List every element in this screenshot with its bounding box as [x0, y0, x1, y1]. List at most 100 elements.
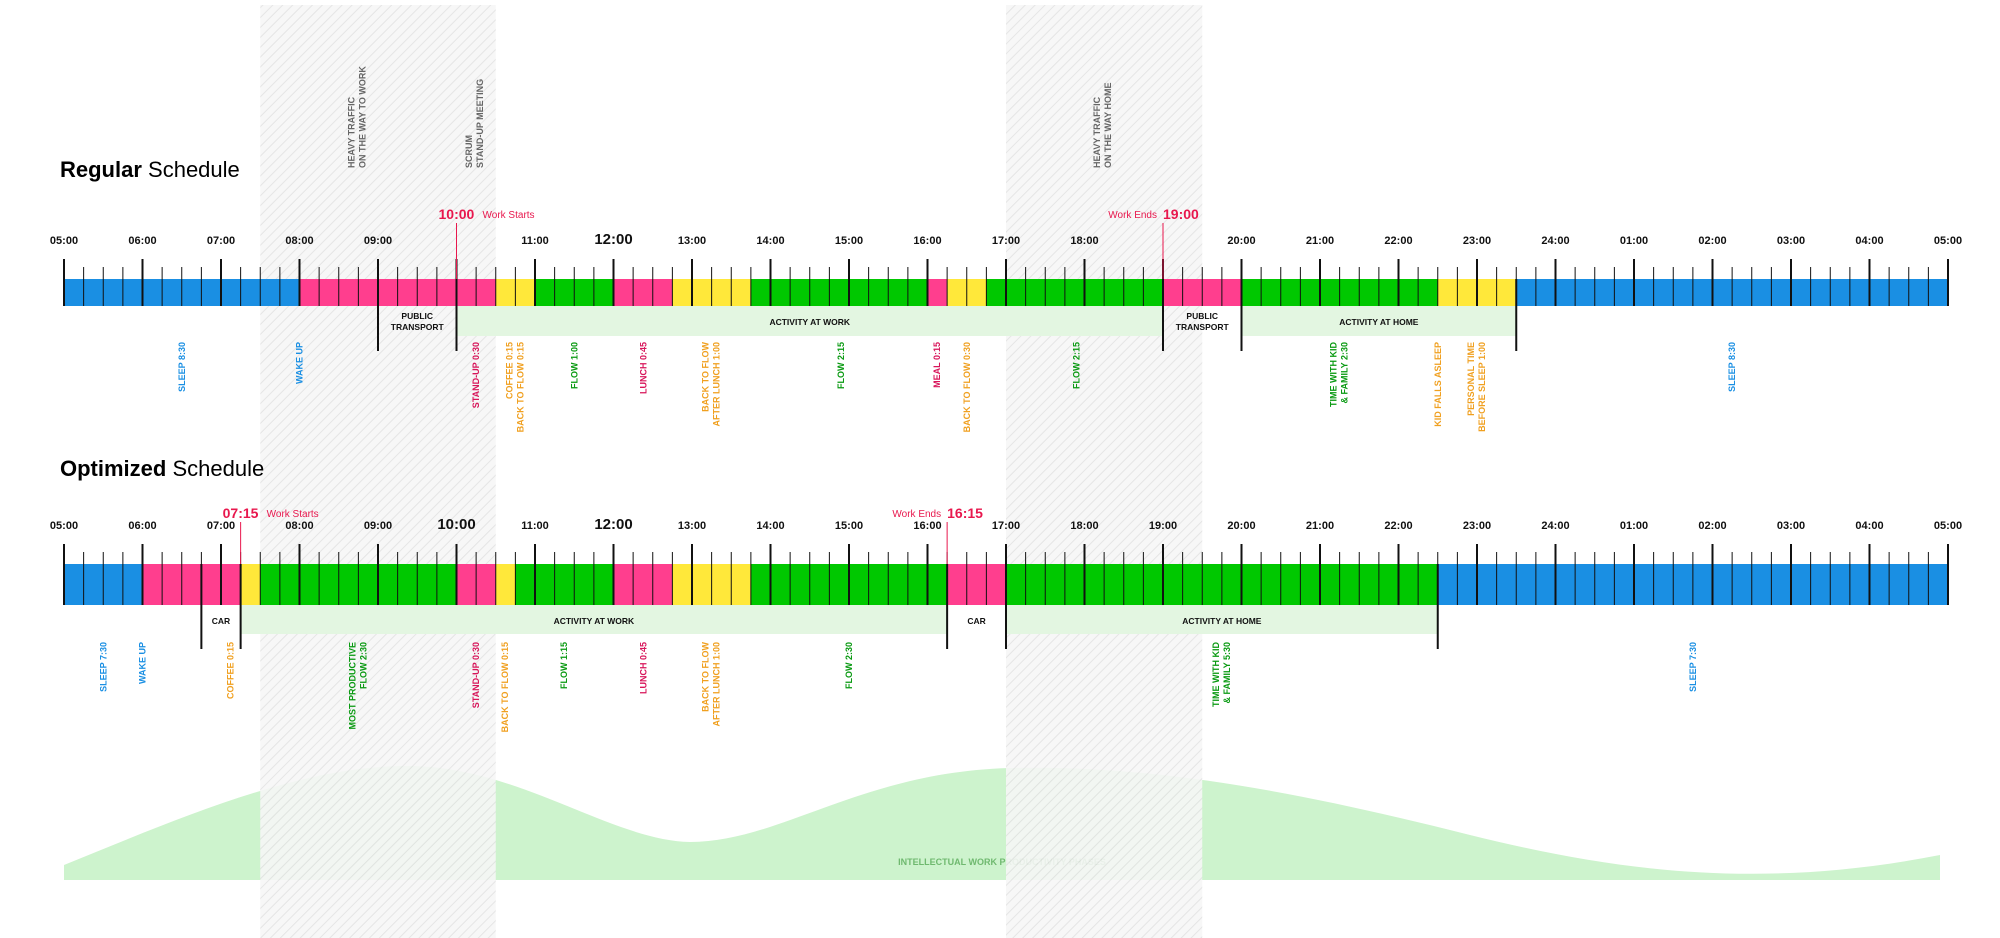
activity-label: COFFEE 0:15 BACK TO FLOW 0:15 — [504, 342, 525, 432]
zone-label-line: HEAVY TRAFFIC — [1092, 96, 1102, 168]
activity-text: FLOW 1:15 — [559, 642, 569, 689]
hour-label: 08:00 — [285, 520, 313, 532]
activity-band — [456, 306, 1163, 336]
activity-band — [1241, 306, 1517, 336]
marker-text: Work Starts — [267, 509, 319, 520]
activity-label: LUNCH 0:45 — [638, 642, 648, 694]
band-label: PUBLIC — [401, 311, 433, 321]
activity-label: FLOW 2:15 — [836, 342, 846, 389]
activity-label: PERSONAL TIME BEFORE SLEEP 1:00 — [1466, 342, 1487, 432]
activity-text: MOST PRODUCTIVE — [347, 642, 357, 730]
hour-label: 22:00 — [1384, 520, 1412, 532]
activity-label: SLEEP 8:30 — [1727, 342, 1737, 392]
marker-time: 19:00 — [1163, 206, 1199, 222]
marker-text: Work Ends — [892, 509, 941, 520]
hour-label: 23:00 — [1463, 520, 1491, 532]
hour-label: 05:00 — [1934, 520, 1962, 532]
activity-label: TIME WITH KID & FAMILY 5:30 — [1211, 642, 1232, 707]
activity-text: COFFEE 0:15 — [225, 642, 235, 699]
activity-label: TIME WITH KID & FAMILY 2:30 — [1329, 342, 1350, 407]
hour-label: 16:00 — [913, 235, 941, 247]
hour-label: 11:00 — [521, 235, 549, 247]
hour-label: 16:00 — [913, 520, 941, 532]
activity-text: TIME WITH KID — [1211, 642, 1221, 707]
zone-label: HEAVY TRAFFIC ON THE WAY TO WORK — [346, 66, 367, 168]
marker-time: 10:00 — [439, 206, 475, 222]
activity-text: AFTER LUNCH 1:00 — [712, 642, 722, 727]
segment-routine — [613, 279, 673, 306]
hour-label: 09:00 — [364, 520, 392, 532]
hour-label: 05:00 — [50, 520, 78, 532]
hour-label: 17:00 — [992, 520, 1020, 532]
band-label: CAR — [212, 616, 230, 626]
activity-label: SLEEP 8:30 — [177, 342, 187, 392]
zone-label: HEAVY TRAFFIC ON THE WAY HOME — [1092, 82, 1113, 168]
productivity-wave — [64, 765, 1940, 880]
activity-text: BEFORE SLEEP 1:00 — [1477, 342, 1487, 432]
activity-text: PERSONAL TIME — [1466, 342, 1476, 416]
band-label: TRANSPORT — [391, 322, 445, 332]
hour-label: 12:00 — [594, 231, 632, 248]
hour-label: 20:00 — [1227, 235, 1255, 247]
hour-label: 07:00 — [207, 235, 235, 247]
hour-label: 06:00 — [128, 520, 156, 532]
band-label: ACTIVITY AT HOME — [1339, 317, 1419, 327]
highlight-zones: HEAVY TRAFFIC ON THE WAY TO WORK SCRUM STAN… — [260, 5, 1203, 938]
activity-text: LUNCH 0:45 — [638, 642, 648, 694]
activity-text: SLEEP 8:30 — [1727, 342, 1737, 392]
activity-text: SLEEP 8:30 — [177, 342, 187, 392]
activity-text: TIME WITH KID — [1329, 342, 1339, 407]
activity-text: WAKE UP — [138, 642, 148, 684]
activity-text: SLEEP 7:30 — [1688, 642, 1698, 692]
hour-label: 07:00 — [207, 520, 235, 532]
hour-label: 05:00 — [1934, 235, 1962, 247]
segment-routine — [613, 564, 673, 605]
activity-text: FLOW 2:15 — [836, 342, 846, 389]
hour-label: 14:00 — [756, 235, 784, 247]
hour-label: 24:00 — [1541, 235, 1569, 247]
segment-routine — [927, 279, 948, 306]
activity-label: BACK TO FLOW AFTER LUNCH 1:00 — [701, 341, 722, 426]
activity-label: MEAL 0:15 — [932, 342, 942, 388]
wave-label: INTELLECTUAL WORK PRODUCTIVITY PHASES — [898, 857, 1106, 867]
activity-label: FLOW 1:15 — [559, 642, 569, 689]
activity-text: STAND-UP 0:30 — [471, 342, 481, 408]
hour-label: 05:00 — [50, 235, 78, 247]
optimized-schedule: Optimized Schedule CAR ACTIVITY AT WORK CA… — [50, 456, 1962, 732]
hour-label: 18:00 — [1070, 520, 1098, 532]
activity-label: BACK TO FLOW 0:15 — [500, 642, 510, 732]
band-label: ACTIVITY AT HOME — [1182, 616, 1262, 626]
hour-label: 13:00 — [678, 235, 706, 247]
hour-label: 01:00 — [1620, 520, 1648, 532]
activity-label: COFFEE 0:15 — [225, 642, 235, 699]
section-title: Regular Schedule — [60, 157, 240, 182]
activity-text: STAND-UP 0:30 — [471, 642, 481, 708]
title-rest: Schedule — [142, 157, 240, 182]
activity-label: LUNCH 0:45 — [638, 342, 648, 394]
zone-label-line: STAND-UP MEETING — [475, 79, 485, 168]
hour-label: 14:00 — [756, 520, 784, 532]
section-title: Optimized Schedule — [60, 456, 264, 481]
hour-label: 22:00 — [1384, 235, 1412, 247]
highlight-zone — [1006, 5, 1203, 938]
activity-text: LUNCH 0:45 — [638, 342, 648, 394]
hour-label: 20:00 — [1227, 520, 1255, 532]
marker-time: 16:15 — [947, 505, 983, 521]
activity-text: FLOW 2:30 — [358, 642, 368, 689]
hour-label: 11:00 — [521, 520, 549, 532]
activity-text: WAKE UP — [295, 342, 305, 384]
band-label: PUBLIC — [1186, 311, 1218, 321]
hour-label: 21:00 — [1306, 235, 1334, 247]
title-bold: Optimized — [60, 456, 166, 481]
title-rest: Schedule — [166, 456, 264, 481]
band-label: TRANSPORT — [1176, 322, 1230, 332]
activity-text: AFTER LUNCH 1:00 — [712, 342, 722, 427]
activity-label: BACK TO FLOW AFTER LUNCH 1:00 — [701, 641, 722, 726]
hour-label: 03:00 — [1777, 235, 1805, 247]
activity-label: STAND-UP 0:30 — [471, 342, 481, 408]
segment-work — [515, 564, 614, 605]
band-label: ACTIVITY AT WORK — [769, 317, 850, 327]
activity-text: & FAMILY 2:30 — [1340, 342, 1350, 404]
